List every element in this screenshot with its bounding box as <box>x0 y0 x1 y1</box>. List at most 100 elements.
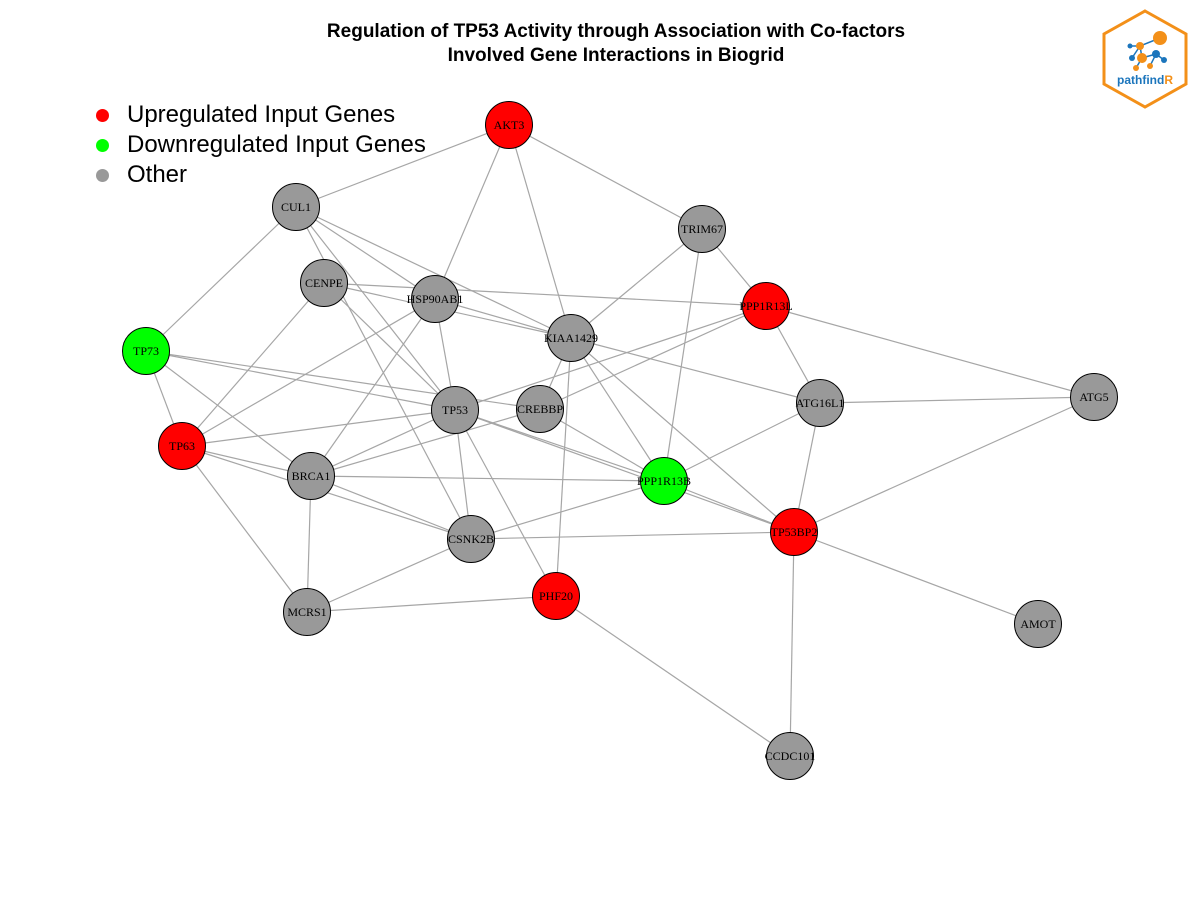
legend-label-upregulated: Upregulated Input Genes <box>127 101 396 128</box>
node-label-cenpe: CENPE <box>305 276 343 290</box>
edge-ppp1r13l-tp53 <box>454 305 767 411</box>
title-line-1: Regulation of TP53 Activity through Asso… <box>326 21 906 42</box>
edge-kiaa1429-phf20 <box>555 337 572 597</box>
edge-atg5-tp53bp2 <box>793 396 1095 533</box>
node-label-trim67: TRIM67 <box>681 222 723 236</box>
edge-cenpe-tp63 <box>181 282 325 447</box>
node-label-atg5: ATG5 <box>1079 390 1108 404</box>
edge-brca1-csnk2b <box>310 475 472 540</box>
network-edges <box>145 124 1095 757</box>
edge-tp53-tp53bp2 <box>454 409 795 533</box>
node-circle-kiaa1429 <box>547 314 595 362</box>
legend-marker-downregulated <box>96 138 109 152</box>
node-label-tp53: TP53 <box>442 403 468 417</box>
node-circle-phf20 <box>532 572 580 620</box>
edge-cul1-hsp90ab1 <box>295 206 436 300</box>
edge-crebbp-brca1 <box>310 408 541 477</box>
legend-item-other: Other <box>96 160 426 190</box>
node-circle-trim67 <box>678 205 726 253</box>
node-circle-tp73 <box>122 327 170 375</box>
edge-cenpe-ppp1r13l <box>323 282 767 307</box>
node-circle-cenpe <box>300 259 348 307</box>
edge-trim67-kiaa1429 <box>570 228 703 339</box>
node-atg16l1: ATG16L1 <box>796 379 844 427</box>
edge-kiaa1429-tp53bp2 <box>570 337 795 533</box>
edge-ppp1r13l-atg5 <box>765 305 1095 398</box>
edge-tp53-tp63 <box>181 409 456 447</box>
edge-cul1-kiaa1429 <box>295 206 572 339</box>
node-label-amot: AMOT <box>1020 617 1056 631</box>
node-circle-ppp1r13l <box>742 282 790 330</box>
node-circle-tp63 <box>158 422 206 470</box>
edge-tp53-brca1 <box>310 409 456 477</box>
logo-text: pathfindR <box>1117 73 1173 87</box>
edge-ppp1r13l-crebbp <box>539 305 767 410</box>
edge-tp63-mcrs1 <box>181 445 308 613</box>
pathfindr-logo: pathfindR <box>1102 9 1188 109</box>
node-circle-atg16l1 <box>796 379 844 427</box>
node-circle-ppp1r13b <box>640 457 688 505</box>
node-crebbp: CREBBP <box>516 385 564 433</box>
node-circle-hsp90ab1 <box>411 275 459 323</box>
node-label-ccdc101: CCDC101 <box>765 749 816 763</box>
node-label-csnk2b: CSNK2B <box>448 532 494 546</box>
edge-cenpe-tp53 <box>323 282 456 411</box>
node-circle-crebbp <box>516 385 564 433</box>
edge-kiaa1429-ppp1r13b <box>570 337 665 482</box>
node-label-ppp1r13b: PPP1R13B <box>637 474 691 488</box>
edge-hsp90ab1-tp63 <box>181 298 436 447</box>
edge-akt3-trim67 <box>508 124 703 230</box>
edge-atg16l1-atg5 <box>819 396 1095 404</box>
node-label-hsp90ab1: HSP90AB1 <box>407 292 464 306</box>
node-label-akt3: AKT3 <box>494 118 525 132</box>
edge-akt3-cul1 <box>295 124 510 208</box>
edge-tp53-phf20 <box>454 409 557 597</box>
node-atg5: ATG5 <box>1070 373 1118 421</box>
node-circle-tp53bp2 <box>770 508 818 556</box>
node-circle-mcrs1 <box>283 588 331 636</box>
legend-item-downregulated: Downregulated Input Genes <box>96 130 426 160</box>
edge-tp73-crebbp <box>145 350 541 410</box>
edge-tp53bp2-csnk2b <box>470 531 795 540</box>
node-tp53: TP53 <box>431 386 479 434</box>
node-label-kiaa1429: KIAA1429 <box>544 331 598 345</box>
node-ccdc101: CCDC101 <box>765 732 816 780</box>
edge-ppp1r13b-csnk2b <box>470 480 665 540</box>
edge-atg16l1-ppp1r13b <box>663 402 821 482</box>
node-trim67: TRIM67 <box>678 205 726 253</box>
chart-title: Regulation of TP53 Activity through Asso… <box>0 20 1200 68</box>
node-mcrs1: MCRS1 <box>283 588 331 636</box>
node-label-ppp1r13l: PPP1R13L <box>739 299 792 313</box>
node-ppp1r13l: PPP1R13L <box>739 282 793 330</box>
node-tp53bp2: TP53BP2 <box>770 508 818 556</box>
node-amot: AMOT <box>1014 600 1062 648</box>
legend-marker-other <box>96 168 109 182</box>
node-circle-csnk2b <box>447 515 495 563</box>
node-circle-akt3 <box>485 101 533 149</box>
node-csnk2b: CSNK2B <box>447 515 495 563</box>
edge-brca1-ppp1r13b <box>310 475 665 482</box>
legend-label-downregulated: Downregulated Input Genes <box>127 131 426 158</box>
network-nodes: AKT3 CUL1 TRIM67 CENPE HSP90AB1 PPP1R13L KIAA1… <box>122 101 1118 780</box>
edge-mcrs1-phf20 <box>306 595 557 613</box>
edge-tp73-brca1 <box>145 350 312 477</box>
node-tp73: TP73 <box>122 327 170 375</box>
title-line-2: Involved Gene Interactions in Biogrid <box>447 45 785 66</box>
legend-marker-upregulated <box>96 108 109 122</box>
node-label-tp73: TP73 <box>133 344 159 358</box>
edge-csnk2b-mcrs1 <box>306 538 472 613</box>
node-circle-atg5 <box>1070 373 1118 421</box>
edge-hsp90ab1-brca1 <box>310 298 436 477</box>
node-label-cul1: CUL1 <box>281 200 311 214</box>
node-hsp90ab1: HSP90AB1 <box>407 275 464 323</box>
node-circle-cul1 <box>272 183 320 231</box>
node-label-brca1: BRCA1 <box>292 469 331 483</box>
node-kiaa1429: KIAA1429 <box>544 314 598 362</box>
edge-trim67-ppp1r13b <box>663 228 703 482</box>
node-circle-tp53 <box>431 386 479 434</box>
legend-item-upregulated: Upregulated Input Genes <box>96 100 426 130</box>
edge-tp53-ppp1r13b <box>454 409 665 482</box>
node-akt3: AKT3 <box>485 101 533 149</box>
edge-tp73-tp53 <box>145 350 456 411</box>
edge-akt3-kiaa1429 <box>508 124 572 339</box>
